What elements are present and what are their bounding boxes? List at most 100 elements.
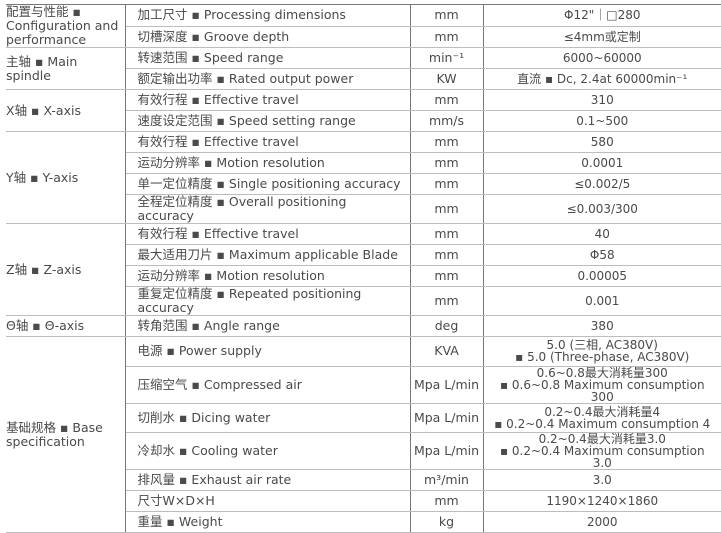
spec-table: 配置与性能 ▪ Configuration and performance 加工尺… <box>6 4 721 533</box>
item-cell: 压缩空气 ▪ Compressed air <box>125 366 410 404</box>
table-row: 主轴 ▪ Main spindle 转速范围 ▪ Speed range min⁻¹… <box>6 47 721 90</box>
table-row: Y轴 ▪ Y-axis 有效行程 ▪ Effective travel mm 580 <box>6 131 721 224</box>
value-text: 0.1~500 <box>576 114 629 128</box>
item-cell: 重复定位精度 ▪ Repeated positioning accuracy <box>125 286 410 316</box>
value-text: 6000~60000 <box>562 51 642 65</box>
unit-cell: m³/min <box>409 469 484 491</box>
table-row: 最大适用刀片 ▪ Maximum applicable Blade mm Φ58 <box>6 244 721 266</box>
value-cell: 310 <box>483 89 721 111</box>
value-cell: 0.00005 <box>483 265 721 287</box>
unit-cell: mm <box>409 152 484 174</box>
value-text: ≤4mm或定制 <box>563 29 641 44</box>
value-cell: 3.0 <box>483 469 721 491</box>
value-text: 0.00005 <box>577 269 628 283</box>
item-cell: 重量 ▪ Weight <box>125 511 410 533</box>
value-cell: 580 <box>483 131 721 153</box>
value-text-en: ▪ 0.2~0.4 Maximum consumption 4 <box>494 416 711 431</box>
value-text: 310 <box>590 93 614 107</box>
value-text: 2000 <box>586 515 618 529</box>
unit-cell: min⁻¹ <box>409 47 484 69</box>
value-cell: 0.1~500 <box>483 110 721 132</box>
item-cell: 有效行程 ▪ Effective travel <box>125 223 410 245</box>
unit-cell: mm <box>409 490 484 512</box>
value-cell: 0.0001 <box>483 152 721 174</box>
item-cell: 电源 ▪ Power supply <box>125 336 410 367</box>
unit-cell: kg <box>409 511 484 533</box>
value-text: 1190×1240×1860 <box>546 494 659 508</box>
table-row: Z轴 ▪ Z-axis 有效行程 ▪ Effective travel mm 40 <box>6 223 721 316</box>
category-cell: Z轴 ▪ Z-axis <box>6 223 126 316</box>
table-row: Θ轴 ▪ Θ-axis 转角范围 ▪ Angle range deg 380 <box>6 315 721 337</box>
item-cell: 冷却水 ▪ Cooling water <box>125 432 410 470</box>
table-row: 配置与性能 ▪ Configuration and performance 加工尺… <box>6 4 721 48</box>
unit-cell: KVA <box>409 336 484 367</box>
item-cell: 运动分辨率 ▪ Motion resolution <box>125 265 410 287</box>
table-row: 运动分辨率 ▪ Motion resolution mm 0.0001 <box>6 152 721 174</box>
unit-cell: mm <box>409 286 484 316</box>
unit-cell: mm <box>409 223 484 245</box>
item-cell: 最大适用刀片 ▪ Maximum applicable Blade <box>125 244 410 266</box>
table-row: X轴 ▪ X-axis 有效行程 ▪ Effective travel mm 310 <box>6 89 721 132</box>
table-row: 全程定位精度 ▪ Overall positioning accuracy mm ≤… <box>6 194 721 224</box>
item-cell: 有效行程 ▪ Effective travel <box>125 89 410 111</box>
unit-cell: KW <box>409 68 484 90</box>
item-cell: 额定输出功率 ▪ Rated output power <box>125 68 410 90</box>
value-text: 直流 ▪ Dc, 2.4at 60000min⁻¹ <box>517 72 688 86</box>
value-cell: 0.001 <box>483 286 721 316</box>
value-text: 380 <box>590 319 614 333</box>
value-text: 5.0 (三相, AC380V) <box>546 338 658 353</box>
category-cell: 配置与性能 ▪ Configuration and performance <box>6 4 126 48</box>
item-cell: 有效行程 ▪ Effective travel <box>125 131 410 153</box>
value-cell: 6000~60000 <box>483 47 721 69</box>
unit-cell: mm <box>409 244 484 266</box>
value-text-en: ▪ 0.2~0.4 Maximum consumption 3.0 <box>499 444 705 470</box>
value-text: 40 <box>594 227 610 241</box>
value-text: 0.0001 <box>581 156 624 170</box>
item-cell: 切削水 ▪ Dicing water <box>125 403 410 433</box>
value-cell: 直流 ▪ Dc, 2.4at 60000min⁻¹ <box>483 68 721 90</box>
unit-cell: Mpa L/min <box>409 366 484 404</box>
category-cell: X轴 ▪ X-axis <box>6 89 126 132</box>
table-row: 重复定位精度 ▪ Repeated positioning accuracy mm… <box>6 286 721 316</box>
unit-cell: Mpa L/min <box>409 403 484 433</box>
value-cell: 5.0 (三相, AC380V) ▪ 5.0 (Three-phase, AC38… <box>483 336 721 367</box>
value-cell: 40 <box>483 223 721 245</box>
value-text: Φ12"｜□280 <box>564 8 641 23</box>
value-cell: 1190×1240×1860 <box>483 490 721 512</box>
value-cell: Φ12"｜□280 <box>483 4 721 27</box>
value-cell: 0.2~0.4最大消耗量3.0 ▪ 0.2~0.4 Maximum consump… <box>483 432 721 470</box>
table-row: 运动分辨率 ▪ Motion resolution mm 0.00005 <box>6 265 721 287</box>
item-cell: 速度设定范围 ▪ Speed setting range <box>125 110 410 132</box>
value-text: ≤0.002/5 <box>574 177 631 191</box>
value-cell: ≤0.003/300 <box>483 194 721 224</box>
unit-cell: mm <box>409 194 484 224</box>
value-cell: ≤4mm或定制 <box>483 26 721 48</box>
value-text: ≤0.003/300 <box>566 202 638 216</box>
category-cell: Y轴 ▪ Y-axis <box>6 131 126 224</box>
table-row: 速度设定范围 ▪ Speed setting range mm/s 0.1~500 <box>6 110 721 132</box>
value-text: 0.2~0.4最大消耗量3.0 <box>538 432 666 446</box>
category-cell: Θ轴 ▪ Θ-axis <box>6 315 126 337</box>
value-text: 0.2~0.4最大消耗量4 <box>544 404 661 419</box>
table-row: 基础规格 ▪ Base specification 电源 ▪ Power supp… <box>6 336 721 533</box>
item-cell: 全程定位精度 ▪ Overall positioning accuracy <box>125 194 410 224</box>
table-row: 切削水 ▪ Dicing water Mpa L/min 0.2~0.4最大消耗量4… <box>6 403 721 433</box>
value-text-en: ▪ 5.0 (Three-phase, AC380V) <box>515 350 690 365</box>
unit-cell: mm/s <box>409 110 484 132</box>
item-cell: 加工尺寸 ▪ Processing dimensions <box>125 4 410 27</box>
item-cell: 尺寸W×D×H <box>125 490 410 512</box>
unit-cell: mm <box>409 89 484 111</box>
table-row: 单一定位精度 ▪ Single positioning accuracy mm ≤0… <box>6 173 721 195</box>
value-cell: 0.6~0.8最大消耗量300 ▪ 0.6~0.8 Maximum consump… <box>483 366 721 404</box>
item-cell: 切槽深度 ▪ Groove depth <box>125 26 410 48</box>
item-cell: 转速范围 ▪ Speed range <box>125 47 410 69</box>
value-cell: 0.2~0.4最大消耗量4 ▪ 0.2~0.4 Maximum consumpti… <box>483 403 721 433</box>
table-row: 切槽深度 ▪ Groove depth mm ≤4mm或定制 <box>6 26 721 48</box>
value-text: 0.001 <box>585 294 620 308</box>
item-cell: 转角范围 ▪ Angle range <box>125 315 410 337</box>
table-row: 冷却水 ▪ Cooling water Mpa L/min 0.2~0.4最大消耗量… <box>6 432 721 470</box>
value-text-en: ▪ 0.6~0.8 Maximum consumption 300 <box>499 377 705 404</box>
unit-cell: mm <box>409 131 484 153</box>
unit-cell: mm <box>409 173 484 195</box>
table-row: 排风量 ▪ Exhaust air rate m³/min 3.0 <box>6 469 721 491</box>
